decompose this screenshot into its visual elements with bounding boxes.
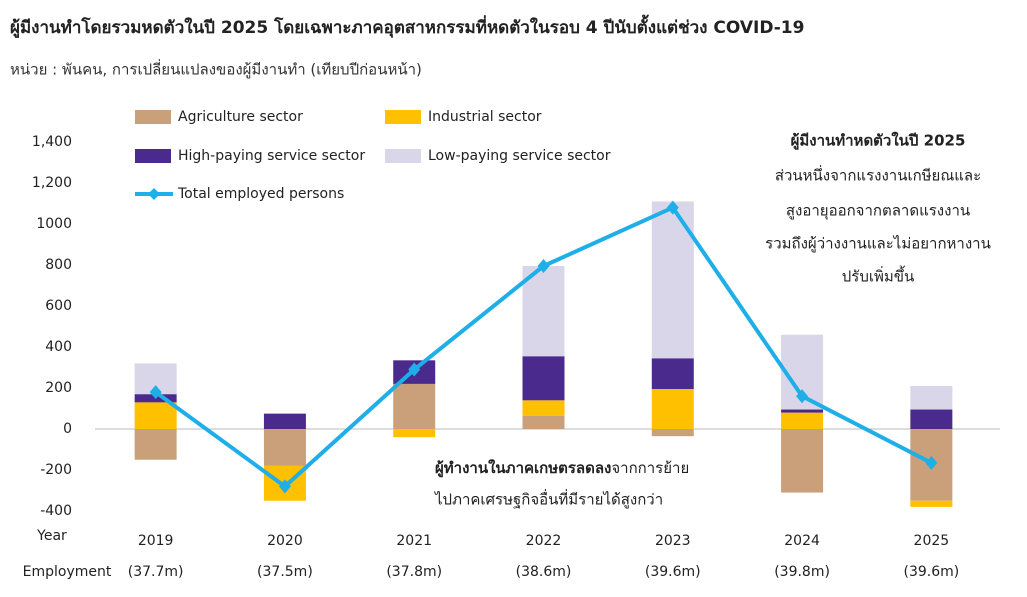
bar-segment bbox=[263, 413, 306, 429]
line-marker bbox=[796, 389, 809, 404]
bar-segment bbox=[393, 383, 436, 429]
x-tick-label: 2020 bbox=[267, 533, 303, 549]
x-tick-label: 2019 bbox=[138, 533, 174, 549]
bar-segment bbox=[263, 429, 306, 466]
bar-segment bbox=[393, 429, 436, 438]
line-marker bbox=[925, 455, 938, 470]
bar-segment bbox=[522, 266, 565, 357]
line-marker bbox=[278, 479, 291, 494]
bar-segment bbox=[781, 429, 824, 493]
bar-segment bbox=[522, 400, 565, 416]
legend-label: Low-paying service sector bbox=[428, 148, 611, 164]
y-tick-label: 1,400 bbox=[32, 134, 72, 150]
line-marker bbox=[537, 259, 550, 274]
employment-label: Employment bbox=[23, 564, 112, 580]
annotation-text: ไปภาคเศรษฐกิจอื่นที่มีรายได้สูงกว่า bbox=[434, 489, 663, 509]
line-marker bbox=[408, 362, 421, 377]
x-axis-label: Year bbox=[36, 528, 67, 544]
bar-segment bbox=[781, 412, 824, 429]
employment-value: (39.8m) bbox=[774, 564, 830, 580]
bar-segment bbox=[910, 409, 953, 429]
legend-swatch bbox=[135, 110, 171, 124]
annotation-line: ปรับเพิ่มขึ้น bbox=[842, 266, 915, 286]
bar-segment bbox=[134, 402, 177, 429]
employment-value: (38.6m) bbox=[516, 564, 572, 580]
y-tick-label: 400 bbox=[45, 339, 72, 355]
legend-label: Agriculture sector bbox=[178, 109, 303, 125]
y-tick-label: 0 bbox=[63, 421, 72, 437]
legend-swatch bbox=[385, 110, 421, 124]
legend-label: Total employed persons bbox=[177, 186, 344, 202]
annotation-line: ส่วนหนึ่งจากแรงงานเกษียณและ bbox=[775, 165, 981, 185]
employment-value: (39.6m) bbox=[645, 564, 701, 580]
chart-title: ผู้มีงานทำโดยรวมหดตัวในปี 2025 โดยเฉพาะภ… bbox=[10, 14, 804, 39]
annotation-line: รวมถึงผู้ว่างงานและไม่อยากหางาน bbox=[765, 235, 991, 253]
annotation-heading: ผู้มีงานทำหดตัวในปี 2025 bbox=[791, 132, 966, 151]
line-marker bbox=[666, 200, 679, 215]
legend-swatch bbox=[385, 149, 421, 163]
legend-label: Industrial sector bbox=[428, 109, 542, 125]
y-tick-label: -400 bbox=[40, 503, 72, 519]
x-tick-label: 2024 bbox=[784, 533, 820, 549]
bar-segment bbox=[651, 201, 694, 359]
y-tick-label: -200 bbox=[40, 462, 72, 478]
bar-segment bbox=[651, 429, 694, 437]
bar-segment bbox=[522, 356, 565, 401]
y-tick-label: 1000 bbox=[36, 216, 72, 232]
annotation-line: สูงอายุออกจากตลาดแรงงาน bbox=[786, 202, 970, 221]
x-tick-label: 2021 bbox=[396, 533, 432, 549]
bar-segment bbox=[651, 389, 694, 429]
legend-label: High-paying service sector bbox=[178, 148, 365, 164]
annotation-bold: ผู้ทำงานในภาคเกษตรลดลง bbox=[435, 459, 611, 478]
bar-segment bbox=[910, 500, 953, 507]
employment-value: (37.7m) bbox=[128, 564, 184, 580]
bar-segment bbox=[781, 409, 824, 413]
line-marker bbox=[149, 385, 162, 400]
bar-segment bbox=[522, 415, 565, 429]
annotation-text: จากการย้าย bbox=[611, 459, 689, 477]
y-tick-label: 1,200 bbox=[32, 175, 72, 191]
legend-swatch bbox=[135, 149, 171, 163]
legend-marker bbox=[148, 188, 160, 200]
bar-segment bbox=[910, 385, 953, 410]
annotation-bottom: ผู้ทำงานในภาคเกษตรลดลงจากการย้าย bbox=[435, 459, 689, 478]
employment-value: (37.5m) bbox=[257, 564, 313, 580]
x-tick-label: 2023 bbox=[655, 533, 691, 549]
employment-value: (37.8m) bbox=[386, 564, 442, 580]
employment-value: (39.6m) bbox=[903, 564, 959, 580]
x-tick-label: 2025 bbox=[914, 533, 950, 549]
y-tick-label: 800 bbox=[45, 257, 72, 273]
bar-segment bbox=[134, 429, 177, 460]
bar-segment bbox=[651, 358, 694, 390]
x-tick-label: 2022 bbox=[526, 533, 562, 549]
chart-subtitle: หน่วย : พันคน, การเปลี่ยนแปลงของผู้มีงาน… bbox=[10, 59, 422, 79]
y-tick-label: 600 bbox=[45, 298, 72, 314]
y-tick-label: 200 bbox=[45, 380, 72, 396]
